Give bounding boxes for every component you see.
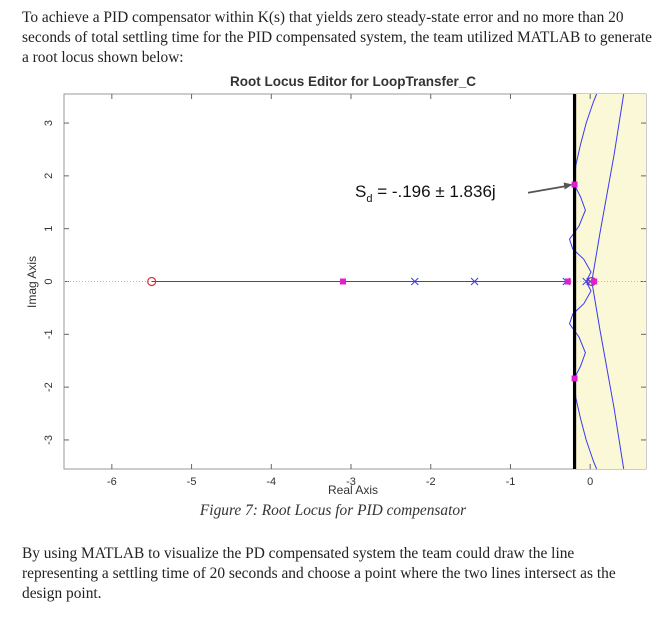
lower-right-branch [591,281,625,470]
zero-mark[interactable] [147,276,157,287]
x-tick-label: -2 [426,476,436,488]
root-locus-plot: Root Locus Editor for LoopTransfer_C -6-… [25,74,647,497]
pole-mark[interactable] [410,277,419,286]
x-tick-label: -1 [506,476,516,488]
closed-loop-pole[interactable] [340,278,347,285]
closed-loop-pole[interactable] [591,278,598,285]
y-tick-label: -2 [43,382,55,392]
design-point-annotation: Sd = -.196 ± 1.836j [355,182,573,205]
locus-branches [151,93,625,470]
x-tick-label: -4 [266,476,276,488]
upper-complex-branch [568,93,598,282]
intro-paragraph: To achieve a PID compensator within K(s)… [22,9,653,66]
outro-paragraph: By using MATLAB to visualize the PD comp… [22,545,616,602]
pole-zero-marks [147,181,598,382]
y-tick-label: -1 [43,329,55,339]
y-tick-label: 0 [43,278,55,284]
closed-loop-pole[interactable] [571,181,578,188]
y-tick-label: 3 [43,120,55,126]
y-tick-label: 1 [43,226,55,232]
axis-ticks: -6 -5 -4 -3 -2 -1 0 -3 -2 -1 0 1 2 3 [43,94,646,488]
y-tick-label: 2 [43,173,55,179]
x-tick-label: 0 [587,476,593,488]
x-tick-label: -5 [187,476,197,488]
svg-text:Sd = -.196 ± 1.836j: Sd = -.196 ± 1.836j [355,182,496,205]
x-tick-label: -6 [107,476,117,488]
y-tick-label: -3 [43,435,55,445]
upper-right-branch [591,93,625,282]
closed-loop-pole[interactable] [564,278,571,285]
lower-complex-branch [568,281,598,470]
closed-loop-pole[interactable] [571,375,578,382]
chart-title: Root Locus Editor for LoopTransfer_C [230,74,476,89]
x-axis-label: Real Axis [328,483,378,497]
y-axis-label: Imag Axis [25,256,39,308]
pole-mark[interactable] [470,277,479,286]
x-tick-label: -3 [346,476,356,488]
figure-caption: Figure 7: Root Locus for PID compensator [199,502,467,519]
